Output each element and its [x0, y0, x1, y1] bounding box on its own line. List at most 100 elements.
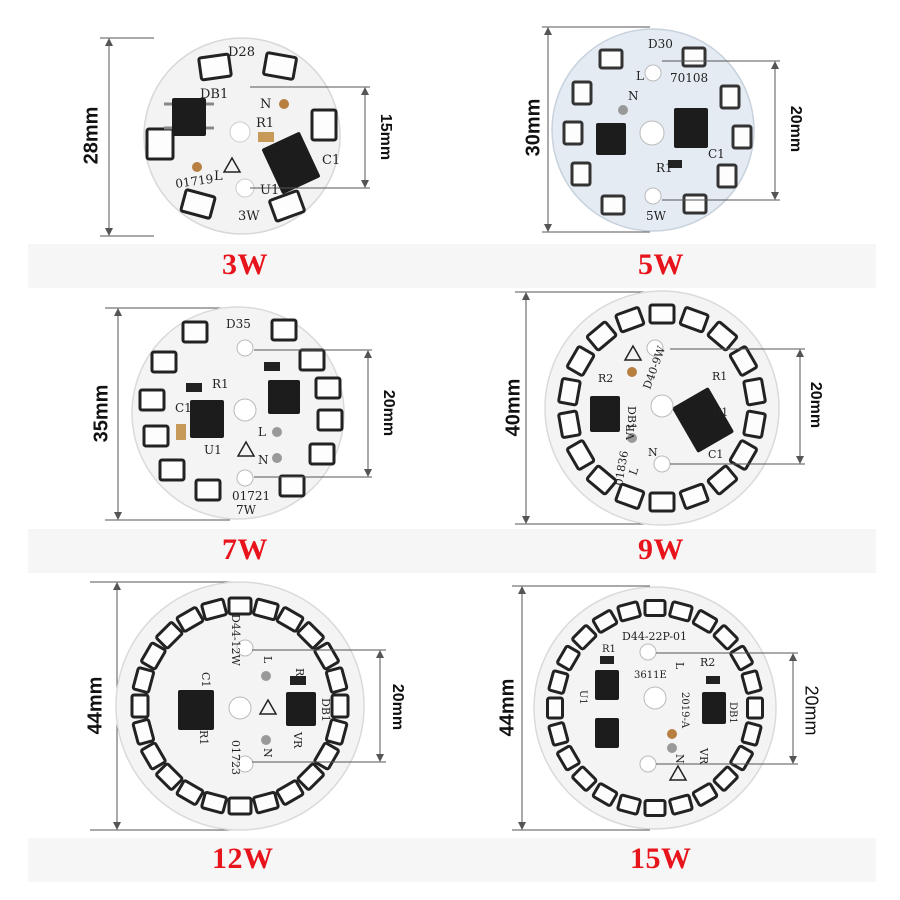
- silk-label: 01723: [229, 740, 242, 775]
- spacing-label: 20mm: [807, 381, 824, 429]
- silk-label: VR: [291, 731, 304, 749]
- silk-label: R1: [656, 161, 673, 175]
- silk-label: D35: [226, 317, 251, 331]
- caption-band-row1: [28, 244, 876, 288]
- silk-label: N: [258, 453, 269, 467]
- led-chip: [742, 409, 767, 439]
- led-chip: [746, 696, 764, 720]
- led-chip: [131, 718, 156, 746]
- led-chip: [324, 718, 349, 746]
- diameter-label: 30mm: [522, 98, 545, 157]
- silk-label: L: [258, 425, 266, 439]
- silk-label: 70108: [670, 71, 708, 85]
- spacing-label: 15mm: [377, 113, 394, 161]
- silk-label: R1: [197, 730, 210, 745]
- led-chip: [728, 345, 758, 377]
- diameter-label: 28mm: [80, 106, 103, 165]
- led-chip: [227, 596, 253, 616]
- silk-label: 01836: [612, 450, 631, 487]
- silk-label: DB1: [319, 698, 332, 722]
- wattage-caption: 9W: [638, 533, 684, 566]
- diameter-label: 44mm: [84, 676, 107, 735]
- led-chip: [556, 744, 581, 772]
- led-chip: [678, 482, 710, 510]
- silk-label: VR: [697, 747, 710, 765]
- silk-label: C1: [175, 401, 192, 415]
- diameter-label: 35mm: [90, 384, 113, 443]
- board-panel-3w: D28 DB1 N R1 C1 L 01719 U1 3W 28mm 15mm …: [0, 0, 450, 300]
- silk-label: R1: [212, 377, 229, 391]
- led-chip: [175, 606, 205, 633]
- led-chip: [740, 669, 763, 695]
- silk-label: R1: [256, 116, 274, 131]
- silk-label: U1: [712, 406, 728, 419]
- led-chip: [571, 765, 598, 792]
- led-chip: [296, 762, 325, 791]
- silk-label: DB1: [200, 87, 228, 102]
- silk-label: C1: [199, 672, 212, 687]
- silk-label: D28: [228, 45, 255, 60]
- silk-label: R2: [700, 656, 715, 669]
- led-chip: [614, 482, 646, 510]
- wattage-caption: 7W: [222, 533, 268, 566]
- led-chip: [668, 793, 694, 816]
- led-chip: [140, 641, 167, 671]
- silk-label: L: [627, 465, 642, 477]
- led-chip: [616, 600, 642, 623]
- led-chip: [200, 597, 228, 622]
- silk-label: C1: [708, 147, 725, 161]
- led-chip: [706, 320, 739, 352]
- led-chip: [585, 464, 618, 496]
- caption-band-row2: [28, 529, 876, 573]
- silk-label: 2019-A: [679, 692, 690, 729]
- led-chip: [566, 439, 596, 471]
- led-chip: [648, 491, 676, 513]
- led-chip: [728, 439, 758, 471]
- silk-label: 7W: [236, 503, 257, 517]
- led-chip: [566, 345, 596, 377]
- spacing-label: 20mm: [801, 685, 822, 736]
- caption-band-row3: [28, 838, 876, 882]
- silk-label: N: [261, 748, 274, 758]
- silk-label: U1: [260, 183, 279, 198]
- led-chip: [616, 793, 642, 816]
- silk-label: 01719: [174, 172, 214, 191]
- wattage-caption: 15W: [630, 842, 692, 875]
- led-chip: [155, 621, 184, 650]
- silk-label: R2: [293, 668, 306, 683]
- silk-label: D44-12W: [229, 614, 242, 667]
- silk-label: L: [214, 169, 223, 184]
- led-chip: [557, 377, 582, 407]
- silk-label: N: [260, 97, 271, 112]
- silk-label: C1: [322, 153, 340, 168]
- led-chip: [729, 644, 754, 672]
- led-chip: [324, 666, 349, 694]
- led-chip: [678, 306, 710, 334]
- led-board-7w-graphic: D35 R1 C1 U1 L N 01721 7W: [105, 306, 372, 521]
- board-panel-15w: D44-22P-01 R1 L R2 3611E 2019-A DB1 U1 N…: [450, 580, 900, 880]
- silk-label: N: [648, 446, 658, 459]
- silk-label: VR: [624, 423, 637, 441]
- led-chip: [712, 624, 739, 651]
- spacing-label: 20mm: [787, 105, 804, 153]
- diameter-label: 40mm: [502, 378, 525, 437]
- led-chip: [131, 666, 156, 694]
- led-chip: [252, 790, 280, 815]
- silk-label: L: [673, 662, 686, 670]
- led-chip: [643, 799, 667, 817]
- led-chip: [200, 790, 228, 815]
- silk-label: R2: [598, 372, 613, 385]
- silk-label: U1: [577, 690, 588, 705]
- led-chip: [296, 621, 325, 650]
- silk-label: 3611E: [634, 670, 667, 681]
- silk-label: U1: [204, 443, 222, 457]
- led-chip: [712, 765, 739, 792]
- led-chip: [546, 696, 564, 720]
- silk-label: 3W: [238, 209, 260, 224]
- led-chip: [547, 669, 570, 695]
- board-panel-12w: D44-12W L R2 C1 DB1 R1 01723 N VR 44mm 2…: [0, 580, 450, 880]
- silk-label: DB1: [727, 702, 738, 724]
- silk-label: L: [261, 656, 274, 664]
- led-chip: [557, 409, 582, 439]
- silk-label: 5W: [646, 209, 667, 223]
